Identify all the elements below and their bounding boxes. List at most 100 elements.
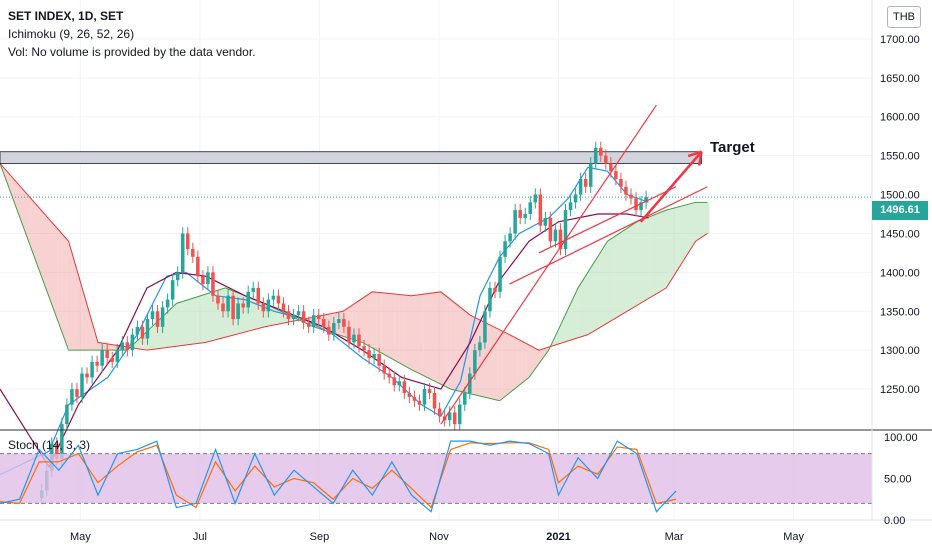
candle: [644, 196, 648, 203]
candle: [196, 256, 200, 277]
cloud-segment: [681, 204, 686, 264]
cloud-segment: [380, 292, 385, 355]
cloud-segment: [199, 294, 204, 344]
symbol-title[interactable]: SET INDEX, 1D, SET: [8, 9, 124, 23]
candle: [165, 299, 170, 308]
candle: [201, 276, 205, 285]
stoch-k-line: [0, 440, 677, 513]
cloud-segment: [239, 293, 243, 334]
candle: [105, 350, 109, 358]
cloud-segment: [442, 293, 447, 388]
volume-legend: Vol: No volume is provided by the data v…: [8, 45, 256, 59]
candle: [402, 381, 407, 393]
candle: [347, 326, 351, 343]
cloud-segment: [411, 295, 416, 372]
candle: [261, 303, 266, 312]
cloud-segment: [658, 211, 663, 293]
candle: [55, 443, 59, 460]
cloud-segment: [423, 293, 428, 378]
cloud-segment: [176, 302, 181, 347]
cloud-segment: [113, 344, 118, 351]
candle: [417, 400, 422, 405]
cloud-segment: [384, 292, 388, 357]
cloud-segment: [39, 207, 44, 281]
candle: [291, 315, 296, 320]
time-tick-label: Nov: [429, 531, 449, 543]
price-tick-label: 1400.00: [880, 267, 920, 279]
cloud-segment: [572, 292, 577, 340]
candle: [352, 334, 356, 343]
candle: [457, 404, 462, 425]
cloud-segment: [615, 233, 620, 319]
candle: [155, 311, 160, 327]
candle: [523, 214, 527, 218]
candle: [226, 295, 230, 312]
candle: [609, 163, 613, 172]
cloud-segment: [211, 291, 216, 341]
cloud-segment: [599, 247, 604, 328]
candle: [296, 311, 301, 316]
cloud-segment: [109, 344, 114, 351]
candle: [180, 233, 185, 273]
time-tick-label: May: [783, 531, 804, 543]
target-arrow: [639, 150, 703, 223]
cloud-segment: [493, 326, 498, 401]
candle: [427, 389, 432, 393]
candle: [327, 326, 331, 335]
candle: [206, 272, 210, 285]
cloud-segment: [454, 302, 459, 391]
candle: [342, 319, 346, 327]
candle: [100, 350, 104, 366]
candle: [498, 256, 502, 292]
target-arrowhead: [687, 150, 702, 158]
candle: [221, 303, 225, 312]
time-tick-label: Mar: [665, 531, 684, 543]
cloud-segment: [685, 203, 690, 257]
candle: [211, 272, 215, 296]
cloud-segment: [611, 236, 616, 321]
stoch-tick-label: 50.00: [884, 474, 912, 486]
candle: [321, 319, 326, 327]
candle: [251, 287, 256, 292]
stoch-legend[interactable]: Stoch (14, 3, 3): [8, 438, 91, 452]
candle: [85, 373, 89, 378]
candle: [357, 334, 361, 347]
cloud-segment: [43, 212, 48, 292]
cloud-segment: [11, 176, 16, 207]
cloud-segment: [180, 301, 185, 346]
cloud-segment: [364, 294, 369, 346]
candle: [271, 295, 276, 300]
candle: [563, 210, 568, 250]
cloud-segment: [654, 213, 659, 295]
candle: [191, 249, 195, 257]
candle: [483, 311, 487, 343]
cloud-segment: [356, 299, 361, 342]
price-tick-label: 1450.00: [880, 228, 920, 240]
candle: [558, 229, 563, 250]
cloud-segment: [387, 293, 392, 359]
cloud-segment: [623, 228, 628, 314]
cloud-segment: [74, 261, 79, 351]
price-tick-label: 1550.00: [880, 151, 920, 163]
cloud-segment: [525, 342, 530, 381]
candle: [231, 295, 235, 320]
candle: [493, 287, 497, 292]
cloud-segment: [78, 274, 83, 351]
candle: [548, 217, 553, 242]
candle: [160, 307, 165, 327]
candle: [473, 350, 477, 374]
target-arrowhead: [697, 151, 703, 166]
ichimoku-legend[interactable]: Ichimoku (9, 26, 52, 26): [8, 27, 135, 41]
currency-button[interactable]: THB: [887, 6, 921, 28]
cloud-segment: [576, 284, 581, 339]
cloud-segment: [478, 319, 483, 397]
cloud-segment: [270, 306, 275, 326]
candle: [437, 408, 442, 417]
cloud-segment: [58, 230, 63, 335]
candle: [216, 295, 220, 304]
cloud-segment: [254, 299, 259, 330]
price-tick-label: 1600.00: [880, 112, 920, 124]
cloud-segment: [489, 324, 494, 400]
cloud-segment: [529, 344, 533, 378]
